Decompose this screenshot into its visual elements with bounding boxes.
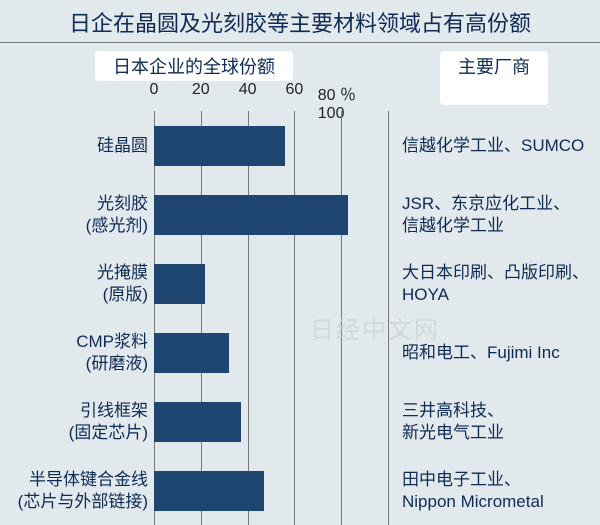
x-tick-label: 60 bbox=[285, 81, 303, 99]
chart-row: 光掩膜 (原版) 大日本印刷、凸版印刷、 HOYA bbox=[0, 249, 600, 318]
bar-cell bbox=[154, 456, 388, 525]
category-label: CMP浆料 (研磨液) bbox=[0, 331, 154, 374]
chart-row: 半导体键合金线 (芯片与外部链接) 田中电子工业、 Nippon Micromet… bbox=[0, 456, 600, 525]
x-tick-label: 40 bbox=[239, 81, 257, 99]
bar bbox=[154, 126, 285, 166]
bar bbox=[154, 402, 241, 442]
vendor-label: 田中电子工业、 Nippon Micrometal bbox=[388, 469, 600, 512]
vendor-label: JSR、东京应化工业、 信越化学工业 bbox=[388, 193, 600, 236]
bar bbox=[154, 471, 264, 511]
bar bbox=[154, 195, 348, 235]
bar-cell bbox=[154, 318, 388, 387]
bar-cell bbox=[154, 387, 388, 456]
left-header-box: 日本企业的全球份额 bbox=[95, 51, 293, 81]
chart-row: 光刻胶 (感光剂) JSR、东京应化工业、 信越化学工业 bbox=[0, 180, 600, 249]
chart-title: 日企在晶圆及光刻胶等主要材料领域占有高份额 bbox=[0, 0, 600, 43]
bar-cell bbox=[154, 111, 388, 180]
vendor-label: 三井高科技、 新光电气工业 bbox=[388, 400, 600, 443]
vendor-label: 信越化学工业、SUMCO bbox=[388, 135, 600, 156]
x-tick-label: 0 bbox=[150, 81, 159, 99]
chart-row: 引线框架 (固定芯片) 三井高科技、 新光电气工业 bbox=[0, 387, 600, 456]
chart-row: 硅晶圆 信越化学工业、SUMCO bbox=[0, 111, 600, 180]
header-boxes: 日本企业的全球份额 020406080 ％ 100 主要厂商 bbox=[0, 43, 600, 111]
category-label: 光掩膜 (原版) bbox=[0, 262, 154, 305]
bar-cell bbox=[154, 180, 388, 249]
category-label: 光刻胶 (感光剂) bbox=[0, 193, 154, 236]
chart-row: CMP浆料 (研磨液) 昭和电工、Fujimi Inc bbox=[0, 318, 600, 387]
category-label: 半导体键合金线 (芯片与外部链接) bbox=[0, 469, 154, 512]
category-label: 硅晶圆 bbox=[0, 135, 154, 156]
bar bbox=[154, 333, 229, 373]
bar bbox=[154, 264, 205, 304]
x-tick-label: 20 bbox=[192, 81, 210, 99]
chart-area: 硅晶圆 信越化学工业、SUMCO 光刻胶 (感光剂) JSR、东京应化工业、 信越化学… bbox=[0, 111, 600, 525]
vendor-label: 昭和电工、Fujimi Inc bbox=[388, 342, 600, 363]
vendor-label: 大日本印刷、凸版印刷、 HOYA bbox=[388, 262, 600, 305]
category-label: 引线框架 (固定芯片) bbox=[0, 400, 154, 443]
right-header-box: 主要厂商 bbox=[440, 51, 548, 105]
bar-cell bbox=[154, 249, 388, 318]
x-axis: 020406080 ％ 100 bbox=[0, 81, 388, 105]
